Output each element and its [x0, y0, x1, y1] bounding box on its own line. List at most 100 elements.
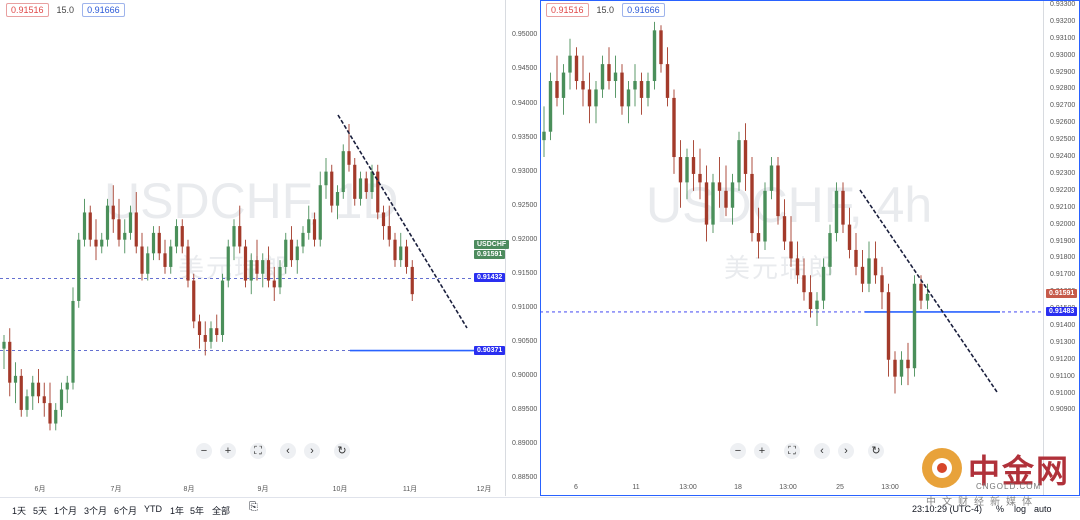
reset-icon[interactable]: ↻ — [334, 443, 350, 459]
candle-body — [169, 246, 173, 267]
log-toggle[interactable]: log — [1014, 504, 1027, 514]
auto-toggle[interactable]: auto — [1034, 504, 1052, 514]
reset-icon[interactable]: ↻ — [868, 443, 884, 459]
range-ytd[interactable]: YTD — [144, 504, 162, 514]
candle-body — [782, 216, 787, 242]
price-label-last: 0.91591 — [1046, 288, 1078, 298]
range-3m[interactable]: 3个月 — [84, 506, 108, 516]
price-tick-label: 0.92200 — [1050, 186, 1076, 194]
candle-body — [393, 239, 397, 261]
time-tick-label: 13:00 — [679, 484, 697, 491]
candle-body — [399, 246, 403, 261]
candle-body — [163, 253, 167, 267]
price-tick-label: 0.94500 — [512, 65, 538, 73]
candle-body — [620, 72, 624, 107]
candle-body — [847, 224, 852, 250]
scroll-right-button[interactable]: › — [304, 443, 320, 459]
time-tick-label: 25 — [836, 484, 844, 491]
candle-body — [42, 396, 46, 404]
price-axis[interactable]: 0.93300 0.93200 0.93100 0.93000 0.92900 0.928… — [1043, 0, 1080, 496]
candle-body — [737, 140, 741, 183]
time-tick-label: 9月 — [257, 486, 269, 493]
zoom-out-button[interactable]: − — [196, 443, 212, 459]
candle-body — [71, 300, 75, 383]
sell-price[interactable]: 0.91516 — [6, 3, 49, 17]
price-label-last: 0.91591 — [474, 249, 506, 259]
chart-panel-daily[interactable]: USDCHF, 1D 美元瑞郎 0.91516 15.0 0.91666 0.9… — [0, 0, 540, 496]
range-1y[interactable]: 1年 — [170, 506, 185, 516]
candle-body — [140, 246, 144, 274]
candle-body — [756, 233, 761, 242]
goto-date-icon[interactable]: ⎘ — [249, 501, 258, 513]
candle-body — [717, 182, 722, 191]
price-tick-label: 0.92500 — [1050, 136, 1076, 144]
price-tick-label: 0.92000 — [512, 235, 538, 243]
candle-body — [123, 232, 127, 240]
price-axis[interactable]: 0.95000 0.94500 0.94000 0.93500 0.93000 0.925… — [505, 0, 540, 496]
chart-plot-4h[interactable] — [540, 0, 1080, 496]
candle-body — [587, 89, 592, 107]
price-tick-label: 0.91700 — [1050, 271, 1076, 279]
price-tick-label: 0.93500 — [512, 133, 538, 141]
candle-body — [802, 275, 806, 293]
time-tick-label: 13:00 — [881, 484, 899, 491]
price-tick-label: 0.92000 — [1050, 220, 1076, 228]
sell-price[interactable]: 0.91516 — [546, 3, 589, 17]
chart-panel-4h[interactable]: USDCHF, 4h 美元瑞郎 0.91516 15.0 0.91666 0.9… — [540, 0, 1080, 496]
candle-body — [925, 293, 930, 301]
candle-body — [410, 266, 414, 295]
price-tick-label: 0.92600 — [1050, 119, 1076, 127]
fit-icon[interactable]: ⛶ — [784, 443, 800, 459]
time-tick-label: 6月 — [34, 486, 46, 493]
trendline — [859, 189, 998, 393]
logo-name: 中金网 — [968, 453, 1071, 489]
candle-body — [284, 239, 288, 267]
price-tick-label: 0.89000 — [512, 439, 538, 447]
range-1d[interactable]: 1天 — [12, 506, 27, 516]
clock[interactable]: 23:10:29 (UTC-4) — [912, 504, 983, 514]
candle-body — [659, 30, 663, 65]
fit-icon[interactable]: ⛶ — [250, 443, 266, 459]
candle-body — [238, 226, 242, 247]
zoom-in-button[interactable]: + — [754, 443, 770, 459]
time-tick-label: 12月 — [476, 486, 492, 493]
candle-body — [88, 212, 92, 240]
spread: 15.0 — [56, 5, 75, 15]
trendline — [337, 114, 468, 329]
range-6m[interactable]: 6个月 — [114, 506, 138, 516]
range-1m[interactable]: 1个月 — [54, 506, 78, 516]
candle-body — [387, 226, 391, 240]
candle-body — [25, 396, 29, 410]
candle-body — [151, 232, 156, 254]
candle-body — [77, 239, 81, 301]
range-5y[interactable]: 5年 — [190, 506, 205, 516]
candle-body — [82, 212, 87, 240]
zoom-in-button[interactable]: + — [220, 443, 236, 459]
scroll-left-button[interactable]: ‹ — [814, 443, 830, 459]
candle-body — [2, 341, 6, 349]
candle-body — [893, 359, 897, 377]
percent-toggle[interactable]: % — [996, 504, 1005, 514]
price-tick-label: 0.93200 — [1050, 17, 1076, 25]
candle-body — [100, 239, 104, 247]
spread: 15.0 — [596, 5, 615, 15]
range-5d[interactable]: 5天 — [33, 506, 48, 516]
chart-watermark-sub: 美元瑞郎 — [724, 253, 837, 283]
candle-body — [776, 165, 780, 217]
price-label-line1: 0.91483 — [1046, 306, 1078, 316]
scroll-right-button[interactable]: › — [838, 443, 854, 459]
chart-plot-daily[interactable] — [0, 0, 540, 496]
candle-body — [330, 171, 334, 206]
buy-price[interactable]: 0.91666 — [82, 3, 125, 17]
candle-body — [828, 233, 832, 267]
price-tick-label: 0.92700 — [1050, 102, 1076, 110]
buy-price[interactable]: 0.91666 — [622, 3, 665, 17]
scroll-left-button[interactable]: ‹ — [280, 443, 296, 459]
candle-body — [581, 81, 585, 90]
candle-body — [626, 89, 631, 107]
range-all[interactable]: 全部 — [212, 506, 231, 516]
candle-body — [347, 151, 351, 165]
zoom-out-button[interactable]: − — [730, 443, 746, 459]
candle-body — [48, 403, 52, 424]
cngold-logo: 中金网 CNGOLD.COM 中文财经新媒体 — [920, 442, 1080, 508]
